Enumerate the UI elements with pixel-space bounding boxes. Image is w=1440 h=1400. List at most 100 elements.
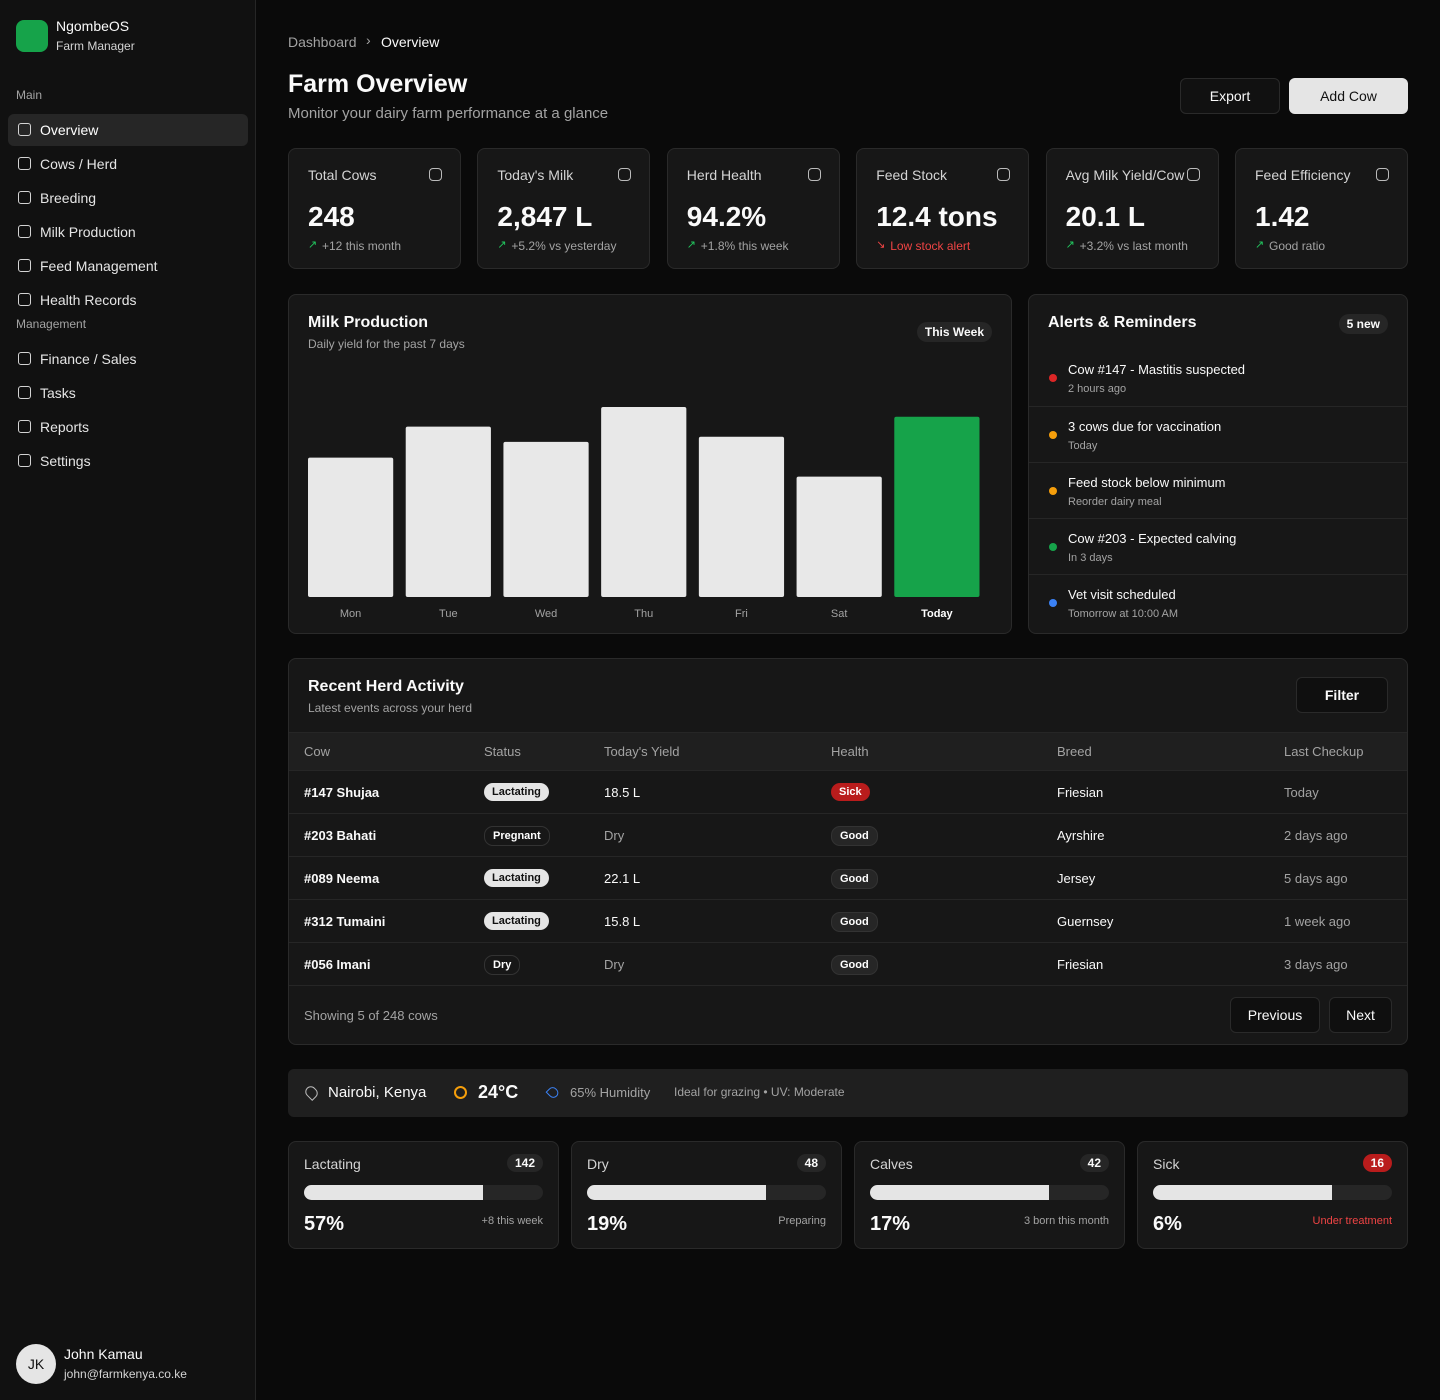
x-tick-label: Wed — [535, 608, 557, 620]
avatar: JK — [16, 1344, 56, 1384]
stat-change: Good ratio — [1269, 239, 1326, 253]
brand-subtitle: Farm Manager — [56, 39, 135, 53]
table-cell: 2 days ago — [1284, 828, 1348, 843]
stat-change: +12 this month — [322, 239, 402, 253]
column-header: Cow — [304, 744, 331, 759]
nav-item[interactable]: Tasks — [8, 377, 248, 409]
nav-label: Settings — [40, 453, 91, 469]
alert-title: Cow #147 - Mastitis suspected — [1068, 362, 1246, 377]
table-row: #056 Imani Dry Dry Good Friesian 3 days ago — [289, 942, 1407, 985]
table-cell: 3 days ago — [1284, 957, 1348, 972]
nav-item[interactable]: Health Records — [8, 284, 248, 316]
table-row: #147 Shujaa Lactating 18.5 L Sick Friesian To… — [289, 770, 1407, 813]
herd-card: Sick 16 6% Under treatment — [1137, 1141, 1408, 1249]
chart-card: Milk Production Daily yield for the past … — [288, 294, 1012, 634]
location-icon — [303, 1084, 320, 1101]
alert-time: Tomorrow at 10:00 AM — [1068, 608, 1179, 620]
herd-note: Under treatment — [1312, 1215, 1392, 1227]
herd-note: Preparing — [778, 1215, 826, 1227]
stat-label: Herd Health — [686, 167, 762, 183]
table-cell: 22.1 L — [604, 871, 641, 886]
nav-label: Milk Production — [40, 224, 136, 240]
table-row: #203 Bahati Pregnant Dry Good Ayrshire 2 days… — [289, 813, 1407, 856]
column-header: Status — [484, 744, 521, 759]
nav-item[interactable]: Cows / Herd — [8, 148, 248, 180]
x-tick-label: Today — [921, 608, 953, 620]
stat-card: Herd Health 94.2% +1.8% this week ↗ — [666, 148, 840, 269]
herd-note: 3 born this month — [1024, 1215, 1109, 1227]
progress-track — [304, 1185, 543, 1200]
bar — [796, 476, 882, 597]
alert-dot — [1049, 374, 1057, 382]
nav-item[interactable]: Finance / Sales — [8, 343, 248, 375]
bar — [698, 436, 785, 597]
chart-badge: This Week — [916, 322, 992, 342]
nav-label: Tasks — [40, 385, 76, 401]
weather-note: Ideal for grazing • UV: Moderate — [674, 1085, 845, 1099]
table-row: #312 Tumaini Lactating 15.8 L Good Guernsey 1… — [289, 899, 1407, 942]
export-button[interactable]: Export — [1180, 78, 1280, 114]
stat-label: Today's Milk — [497, 167, 574, 183]
stat-label: Feed Efficiency — [1255, 167, 1351, 183]
nav-item[interactable]: Overview — [8, 114, 248, 146]
table-cell: Friesian — [1057, 785, 1104, 800]
nav-heading: Main — [16, 88, 43, 102]
sun-icon — [454, 1086, 467, 1099]
humidity-icon — [545, 1085, 561, 1100]
activity-subtitle: Latest events across your herd — [308, 701, 473, 715]
nav-label: Health Records — [40, 292, 137, 308]
nav-icon — [18, 420, 31, 433]
table-summary: Showing 5 of 248 cows — [304, 1008, 438, 1023]
bar — [894, 416, 980, 597]
previous-button[interactable]: Previous — [1230, 997, 1320, 1033]
nav-item[interactable]: Breeding — [8, 182, 248, 214]
progress-track — [587, 1185, 826, 1200]
herd-card: Dry 48 19% Preparing — [571, 1141, 842, 1249]
activity-card: Recent Herd Activity Latest events across… — [288, 658, 1408, 1045]
alert-dot — [1049, 431, 1057, 439]
nav-label: Reports — [40, 419, 90, 435]
next-button[interactable]: Next — [1329, 997, 1392, 1033]
filter-button[interactable]: Filter — [1296, 677, 1388, 713]
alert-time: Reorder dairy meal — [1068, 496, 1162, 508]
nav-label: Finance / Sales — [40, 351, 137, 367]
table-cell: Today — [1284, 785, 1319, 800]
nav-icon — [18, 293, 31, 306]
progress-track — [1153, 1185, 1392, 1200]
weather-bar: Nairobi, Kenya 24°C 65% Humidity Ideal for … — [288, 1069, 1408, 1117]
user-email: john@farmkenya.co.ke — [64, 1367, 187, 1381]
alert-dot — [1049, 543, 1057, 551]
herd-percent: 17% — [870, 1213, 911, 1235]
x-tick-label: Fri — [735, 608, 748, 620]
nav-item[interactable]: Reports — [8, 411, 248, 443]
nav-item[interactable]: Feed Management — [8, 250, 248, 282]
table-cell: Good — [831, 912, 878, 932]
add-cow-button[interactable]: Add Cow — [1289, 78, 1408, 114]
alert-time: Today — [1068, 440, 1098, 452]
nav-item[interactable]: Milk Production — [8, 216, 248, 248]
alert-item: Cow #203 - Expected calving In 3 days — [1029, 518, 1407, 574]
breadcrumb-sep: › — [366, 32, 371, 48]
button-label: Add Cow — [1320, 88, 1377, 104]
trend-icon: ↗ — [1255, 239, 1265, 251]
table-cell: #312 Tumaini — [304, 914, 386, 929]
herd-label: Lactating — [304, 1156, 361, 1172]
stat-icon — [1376, 168, 1389, 181]
trend-icon: ↗ — [497, 239, 507, 251]
user-name: John Kamau — [64, 1346, 143, 1362]
table-cell: #056 Imani — [304, 957, 371, 972]
alert-time: In 3 days — [1068, 552, 1113, 564]
bar — [308, 457, 394, 597]
table-cell: Good — [831, 869, 878, 889]
herd-count: 16 — [1362, 1154, 1392, 1172]
column-header: Today's Yield — [604, 744, 680, 759]
bar — [601, 407, 687, 597]
table-cell: #203 Bahati — [304, 828, 377, 843]
button-label: Filter — [1324, 687, 1360, 703]
herd-card: Lactating 142 57% +8 this week — [288, 1141, 559, 1249]
herd-note: +8 this week — [481, 1215, 543, 1227]
table-row: #089 Neema Lactating 22.1 L Good Jersey 5 day… — [289, 856, 1407, 899]
nav-item[interactable]: Settings — [8, 445, 248, 477]
stat-change: Low stock alert — [890, 239, 971, 253]
